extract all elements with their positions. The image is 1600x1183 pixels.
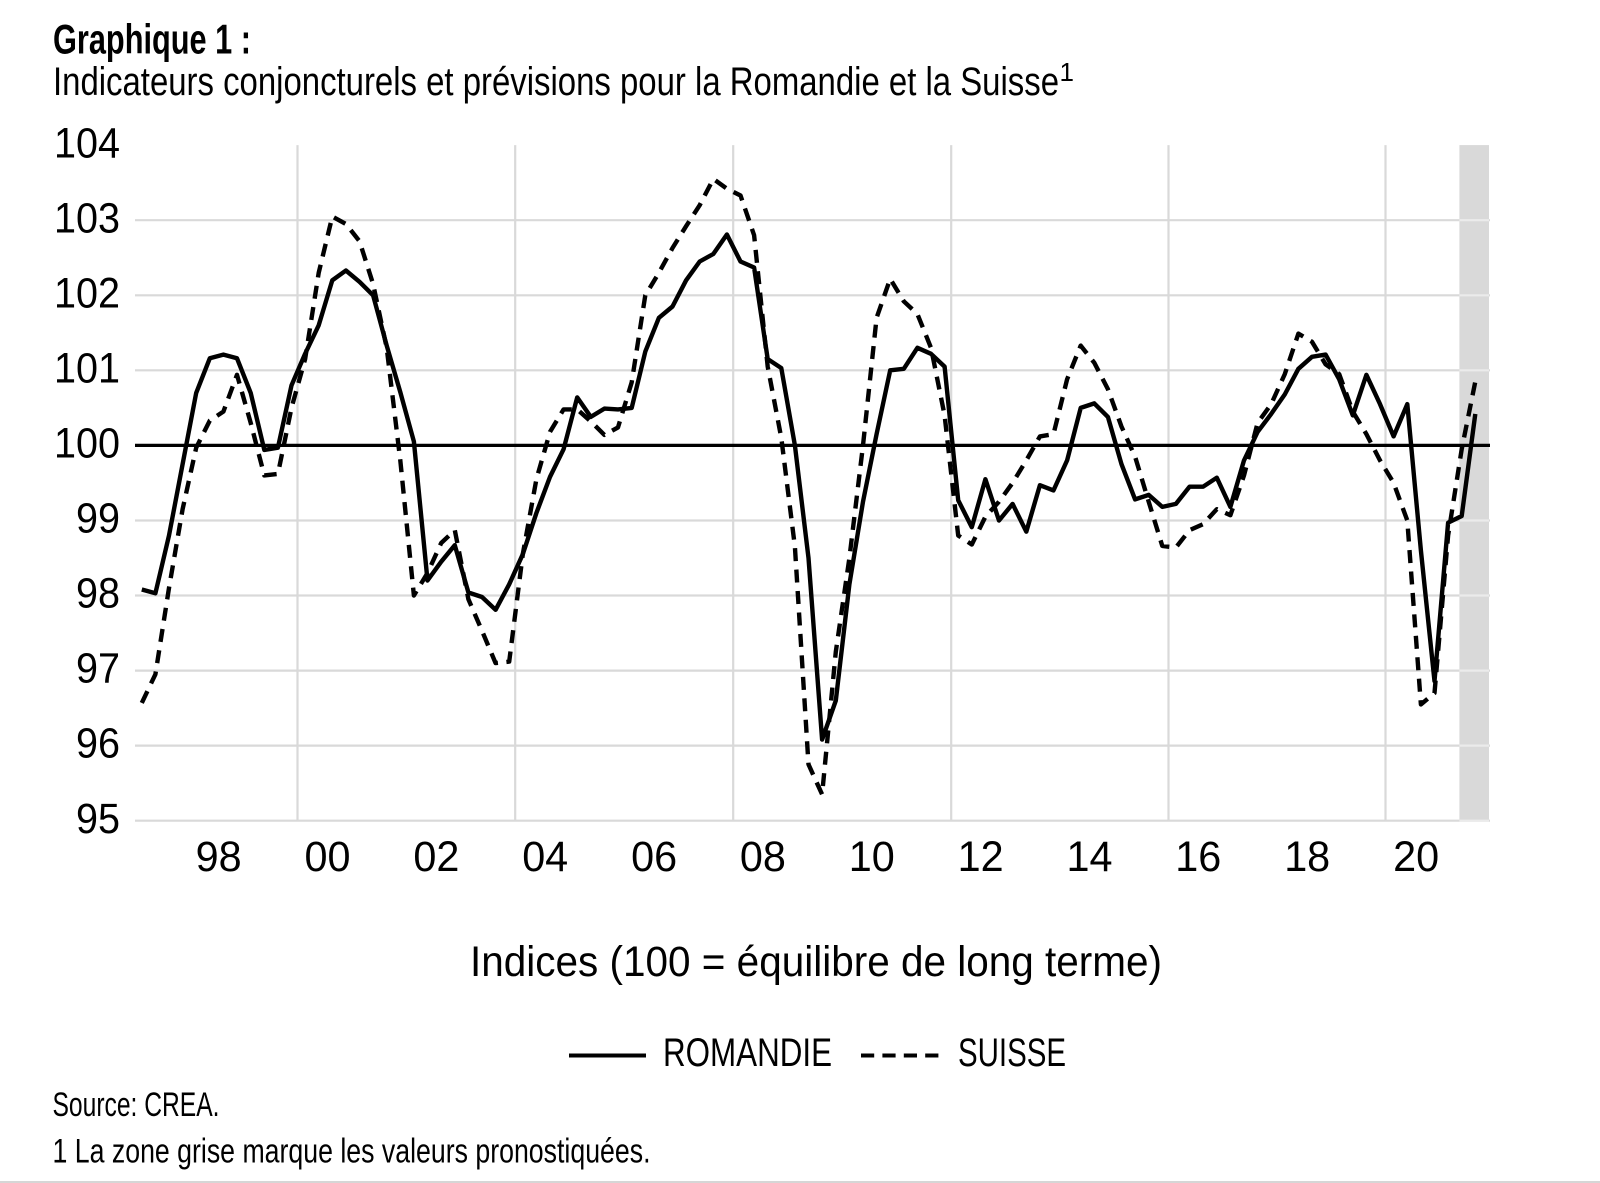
svg-text:97: 97 [76,646,120,693]
svg-text:08: 08 [740,834,786,881]
svg-text:ROMANDIE: ROMANDIE [663,1031,832,1075]
svg-text:00: 00 [305,834,351,881]
svg-text:10: 10 [849,834,895,881]
svg-text:12: 12 [958,834,1004,881]
svg-text:Indices (100 = équilibre de lo: Indices (100 = équilibre de long terme) [470,938,1162,986]
svg-text:100: 100 [54,421,120,468]
svg-text:06: 06 [631,834,677,881]
svg-text:98: 98 [76,571,120,618]
svg-text:102: 102 [54,270,120,317]
svg-text:Graphique 1 :: Graphique 1 : [53,16,251,63]
svg-text:96: 96 [76,721,120,768]
svg-text:16: 16 [1175,834,1221,881]
svg-text:04: 04 [522,834,568,881]
svg-text:98: 98 [196,834,242,881]
svg-text:Source: CREA.: Source: CREA. [53,1086,220,1124]
svg-text:14: 14 [1067,834,1113,881]
svg-text:103: 103 [54,195,120,242]
svg-text:95: 95 [76,796,120,843]
svg-text:104: 104 [54,120,120,167]
svg-text:20: 20 [1393,834,1439,881]
svg-text:99: 99 [76,496,120,543]
svg-text:02: 02 [413,834,459,881]
svg-text:Indicateurs conjoncturels et p: Indicateurs conjoncturels et prévisions … [53,60,1059,104]
svg-text:SUISSE: SUISSE [958,1031,1066,1075]
svg-text:18: 18 [1284,834,1330,881]
svg-text:1: 1 [1060,57,1074,87]
svg-text:1 La zone grise marque les val: 1 La zone grise marque les valeurs prono… [53,1133,651,1171]
svg-text:101: 101 [54,345,120,392]
